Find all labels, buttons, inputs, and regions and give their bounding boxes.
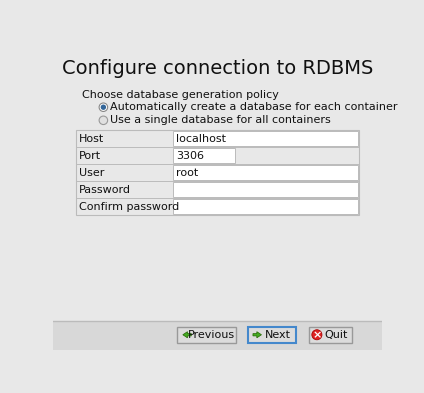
- Circle shape: [99, 103, 108, 112]
- FancyBboxPatch shape: [173, 132, 357, 146]
- Circle shape: [312, 330, 322, 340]
- Text: Confirm password: Confirm password: [79, 202, 180, 211]
- Polygon shape: [253, 332, 262, 338]
- Text: Host: Host: [79, 134, 105, 144]
- FancyBboxPatch shape: [53, 321, 382, 350]
- Text: Password: Password: [79, 185, 131, 195]
- FancyBboxPatch shape: [309, 327, 352, 343]
- Text: Use a single database for all containers: Use a single database for all containers: [110, 115, 331, 125]
- Text: root: root: [176, 168, 198, 178]
- Text: Next: Next: [265, 330, 291, 340]
- Text: 3306: 3306: [176, 151, 204, 161]
- FancyBboxPatch shape: [173, 149, 235, 163]
- Text: Quit: Quit: [324, 330, 348, 340]
- Polygon shape: [183, 332, 191, 338]
- Circle shape: [100, 105, 106, 110]
- Text: localhost: localhost: [176, 134, 226, 144]
- Circle shape: [99, 116, 108, 125]
- FancyBboxPatch shape: [173, 165, 357, 180]
- Text: ×: ×: [312, 330, 321, 340]
- FancyBboxPatch shape: [173, 199, 357, 214]
- Text: Automatically create a database for each container: Automatically create a database for each…: [110, 102, 398, 112]
- Text: Previous: Previous: [188, 330, 235, 340]
- FancyBboxPatch shape: [177, 327, 235, 343]
- Text: User: User: [79, 168, 105, 178]
- Text: Choose database generation policy: Choose database generation policy: [82, 90, 279, 100]
- FancyBboxPatch shape: [76, 130, 359, 215]
- FancyBboxPatch shape: [173, 182, 357, 197]
- Text: Port: Port: [79, 151, 101, 161]
- Text: Configure connection to RDBMS: Configure connection to RDBMS: [61, 59, 373, 78]
- FancyBboxPatch shape: [248, 327, 296, 343]
